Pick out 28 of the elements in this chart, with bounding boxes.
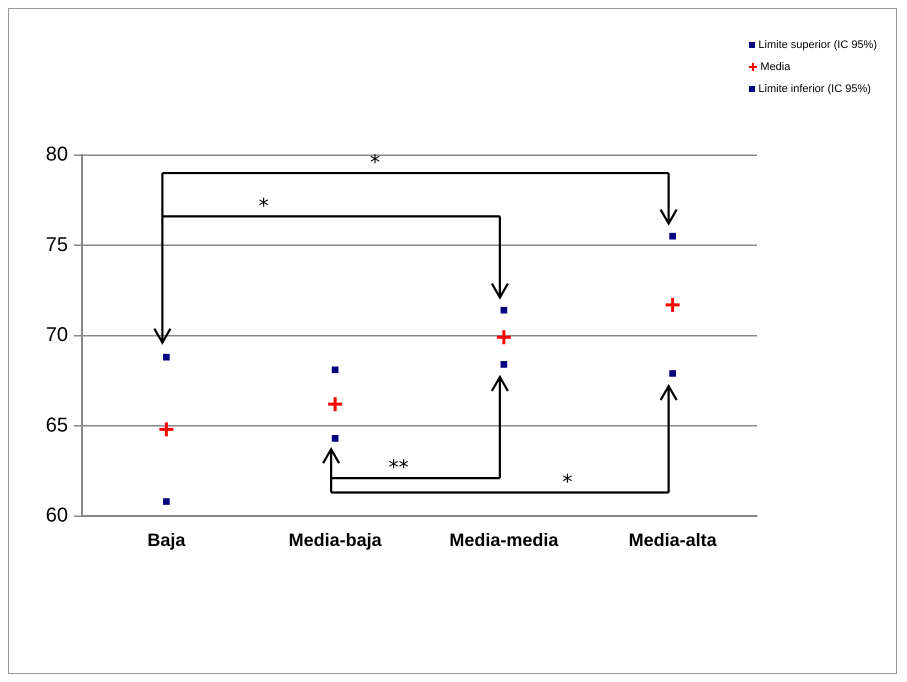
point (332, 435, 338, 442)
point (500, 361, 508, 368)
x-tick-label: Media-media (449, 530, 560, 550)
point (332, 366, 338, 374)
annotation: * (258, 193, 269, 218)
x-tick-label: Media-baja (288, 530, 383, 550)
y-tick-label: 80 (46, 144, 68, 166)
point (669, 370, 676, 377)
annotation: * (370, 150, 380, 174)
legend-label: Limite inferior (IC 95%) (758, 83, 871, 95)
point (664, 296, 682, 314)
point (163, 354, 170, 360)
annotation: ** (388, 455, 409, 480)
point (500, 306, 508, 314)
y-tick-label: 60 (46, 504, 68, 527)
x-tick-label: Baja (147, 530, 186, 550)
y-tick-label: 75 (46, 234, 68, 256)
legend-label: Limite superior (IC 95%) (758, 39, 877, 51)
annotation: * (562, 470, 572, 494)
point (163, 498, 170, 505)
point (326, 396, 344, 413)
x-tick-label: Media-alta (628, 530, 718, 550)
point (669, 232, 676, 240)
point (495, 328, 512, 346)
point (158, 420, 175, 438)
y-tick-label: 65 (46, 414, 68, 436)
y-tick-label: 70 (46, 324, 68, 346)
legend-label: Media (760, 61, 790, 73)
